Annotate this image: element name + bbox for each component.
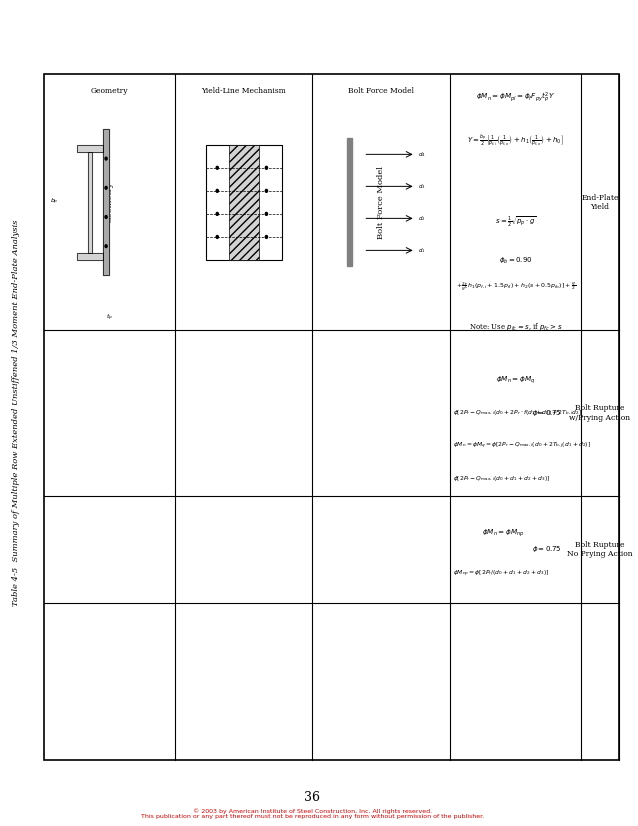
Text: $\phi M_n = \phi M_q = \phi\left[2P_r - Q_{\max,i}(d_0+2T_{b,j}(d_1+d_2)\right]$: $\phi M_n = \phi M_q = \phi\left[2P_r - … <box>453 441 591 451</box>
Text: Geometry: Geometry <box>105 182 114 223</box>
Text: Bolt Force Model: Bolt Force Model <box>348 87 414 95</box>
Bar <box>228 145 259 260</box>
Text: Bolt Rupture
w/Prying Action: Bolt Rupture w/Prying Action <box>569 405 630 421</box>
Bar <box>77 253 103 260</box>
Circle shape <box>105 244 107 248</box>
Text: $Y = \frac{b_p}{2}\left[\frac{1}{p_{f,i}}\left(\frac{1}{p_{f,o}}\right) + h_1\le: $Y = \frac{b_p}{2}\left[\frac{1}{p_{f,i}… <box>467 132 564 148</box>
Circle shape <box>216 235 218 239</box>
Bar <box>103 130 109 275</box>
Text: $d_3$: $d_3$ <box>419 182 426 191</box>
Bar <box>44 74 619 760</box>
Bar <box>77 145 103 152</box>
Text: $d_1$: $d_1$ <box>419 246 426 255</box>
Bar <box>206 145 281 260</box>
Text: $\phi M_n = \phi M_{np}$: $\phi M_n = \phi M_{np}$ <box>482 527 524 539</box>
Text: Yield-Line Mechanism: Yield-Line Mechanism <box>240 155 248 249</box>
Text: Bolt Force Model: Bolt Force Model <box>377 166 385 239</box>
Circle shape <box>265 189 267 192</box>
Bar <box>103 130 109 275</box>
Bar <box>87 152 92 253</box>
Text: $\phi\left[2P_r - Q_{\max,i}(d_0+2P_r\cdot f(d_1+d_2)+2T_{b,i}d_2\right]$: $\phi\left[2P_r - Q_{\max,i}(d_0+2P_r\cd… <box>453 409 582 417</box>
Text: Note: Use $p_{fc}=s$, if $p_{fc}>s$: Note: Use $p_{fc}=s$, if $p_{fc}>s$ <box>469 322 563 334</box>
Circle shape <box>265 235 267 239</box>
Text: $\phi\left[2P_r - Q_{\max,i}(d_0+d_1+d_2+d_3)\right]$: $\phi\left[2P_r - Q_{\max,i}(d_0+d_1+d_2… <box>453 475 551 483</box>
Text: End-Plate
Yield: End-Plate Yield <box>581 194 619 211</box>
Text: © 2003 by American Institute of Steel Construction, Inc. All rights reserved.
Th: © 2003 by American Institute of Steel Co… <box>141 808 484 819</box>
Text: $\phi M_{n} = \phi M_{pl} = \phi_f F_{py} t_p^2 Y$: $\phi M_{n} = \phi M_{pl} = \phi_f F_{py… <box>476 91 555 106</box>
Circle shape <box>105 157 107 160</box>
Text: $t_p$: $t_p$ <box>106 312 113 323</box>
Text: $\phi = 0.75$: $\phi = 0.75$ <box>532 408 561 418</box>
Circle shape <box>216 189 218 192</box>
Text: $\phi M_{np} = \phi\left[2P_r/(d_0+d_1+d_2+d_3)\right]$: $\phi M_{np} = \phi\left[2P_r/(d_0+d_1+d… <box>453 569 550 579</box>
Text: Yield-Line Mechanism: Yield-Line Mechanism <box>202 87 286 95</box>
Circle shape <box>105 216 107 218</box>
Bar <box>87 152 92 253</box>
Bar <box>77 253 103 260</box>
Text: $b_p$: $b_p$ <box>50 197 59 207</box>
Bar <box>77 145 103 152</box>
Text: $\phi = 0.75$: $\phi = 0.75$ <box>532 544 561 554</box>
Text: $d_4$: $d_4$ <box>419 150 426 159</box>
Text: $+\frac{2}{g}\left[h_1(p_{f,i}+1.5p_{fi})+h_2(s+0.5p_{fo})\right]+\frac{g}{2}$: $+\frac{2}{g}\left[h_1(p_{f,i}+1.5p_{fi}… <box>456 281 576 293</box>
Text: Table 4-5  Summary of Multiple Row Extended Unstiffened 1/3 Moment End-Plate Ana: Table 4-5 Summary of Multiple Row Extend… <box>11 220 20 606</box>
Text: $\phi_b = 0.90$: $\phi_b = 0.90$ <box>499 256 533 266</box>
Circle shape <box>265 166 267 169</box>
Circle shape <box>216 212 218 216</box>
Bar <box>347 138 352 266</box>
Text: $s = \frac{1}{2}\sqrt{p_p \cdot g}$: $s = \frac{1}{2}\sqrt{p_p \cdot g}$ <box>495 215 537 229</box>
Text: 36: 36 <box>304 790 320 804</box>
Circle shape <box>105 187 107 189</box>
Text: Geometry: Geometry <box>91 87 128 95</box>
Circle shape <box>265 212 267 216</box>
Text: $d_2$: $d_2$ <box>419 214 426 223</box>
Text: Bolt Rupture
No Prying Action: Bolt Rupture No Prying Action <box>567 541 633 558</box>
Text: $\phi M_n = \phi M_q$: $\phi M_n = \phi M_q$ <box>496 374 535 386</box>
Circle shape <box>216 166 218 169</box>
